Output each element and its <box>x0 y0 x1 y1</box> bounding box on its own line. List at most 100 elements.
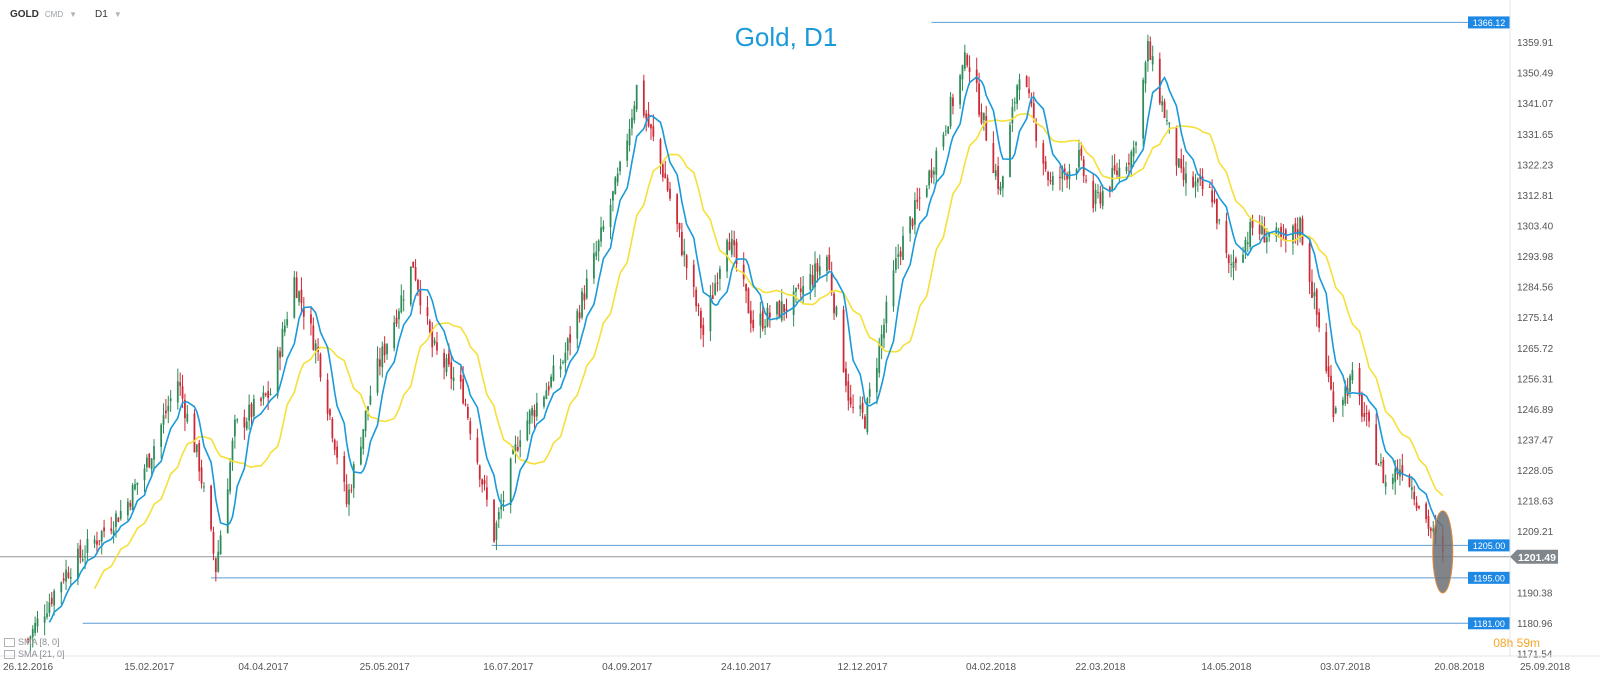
candle-body <box>1211 190 1214 203</box>
candle-body <box>1135 142 1137 146</box>
time-tick-label: 04.04.2017 <box>238 662 288 673</box>
candle <box>545 382 548 400</box>
candle-body <box>1261 223 1263 235</box>
candle <box>616 167 619 186</box>
candle-body <box>1108 187 1111 190</box>
price-axis: 1359.91 1350.49 1341.07 1331.65 1322.23 1312.… <box>1509 0 1558 661</box>
candle-body <box>564 352 567 363</box>
candle-body <box>645 113 648 119</box>
candle <box>631 108 633 136</box>
candle-body <box>1118 167 1121 179</box>
candle <box>126 498 129 522</box>
candle-body <box>69 577 72 579</box>
candle <box>830 261 833 296</box>
candle-body <box>747 288 750 314</box>
candle <box>119 499 122 521</box>
candle <box>716 272 719 292</box>
candle-body <box>67 572 70 578</box>
candle-body <box>310 314 312 324</box>
candle <box>1132 140 1135 167</box>
candle-body <box>961 65 964 80</box>
sma-21-legend[interactable]: SMA [21, 0] <box>4 649 65 659</box>
candle <box>1342 396 1344 417</box>
candle-body <box>1213 199 1216 202</box>
candle-body <box>27 638 29 640</box>
chevron-down-icon[interactable]: ▼ <box>69 10 78 19</box>
candle-body <box>911 219 914 227</box>
level-lines: 1366.12 1205.00 1195.00 1181.00 <box>0 16 1510 630</box>
visibility-icon[interactable] <box>4 637 15 647</box>
candle <box>466 403 469 421</box>
candle <box>414 259 417 282</box>
candle-body <box>333 439 336 450</box>
sma-21-label: SMA [21, 0] <box>18 649 65 659</box>
candle <box>493 498 495 544</box>
candle-body <box>1425 503 1428 520</box>
candle <box>483 474 486 491</box>
candle-body <box>628 128 631 146</box>
candle <box>243 409 246 440</box>
sma-8-legend[interactable]: SMA [8, 0] <box>4 637 60 647</box>
candle <box>286 311 289 329</box>
candle <box>27 637 29 643</box>
candle-body <box>562 361 564 363</box>
candle <box>1147 34 1149 72</box>
candle <box>864 414 866 430</box>
candle-body <box>1318 312 1321 328</box>
candle <box>500 493 503 519</box>
level-tag-label: 1181.00 <box>1473 619 1505 629</box>
candle-body <box>53 590 56 606</box>
candle <box>67 566 70 579</box>
candle <box>914 192 916 235</box>
candle <box>348 483 350 516</box>
candle-body <box>1011 106 1014 124</box>
candle <box>469 417 472 441</box>
candle-body <box>136 482 139 485</box>
candle <box>883 318 885 349</box>
candle <box>1059 166 1061 191</box>
candle-body <box>909 216 912 234</box>
visibility-icon[interactable] <box>4 649 15 659</box>
candle <box>799 277 802 302</box>
candle <box>961 64 964 91</box>
candle-body <box>685 255 688 268</box>
candle <box>69 568 72 587</box>
candle <box>302 297 305 330</box>
candle-body <box>1047 172 1049 180</box>
candle <box>79 539 82 564</box>
candle-body <box>593 253 595 279</box>
candle <box>918 188 921 211</box>
candle-body <box>502 500 505 502</box>
candle-body <box>336 446 338 458</box>
candle-body <box>576 310 579 339</box>
level-tag-label: 1205.00 <box>1473 541 1506 551</box>
candle <box>310 306 312 336</box>
time-tick-label: 24.10.2017 <box>721 662 771 673</box>
candle-body <box>514 444 517 452</box>
candle <box>1218 218 1221 225</box>
candle <box>1308 238 1311 295</box>
candle <box>1318 308 1321 333</box>
candle <box>65 559 67 590</box>
candle-body <box>345 484 348 504</box>
candle-body <box>569 334 572 343</box>
candle <box>281 321 284 358</box>
candle <box>692 259 695 298</box>
chevron-down-icon[interactable]: ▼ <box>113 10 122 19</box>
candle <box>1384 474 1387 495</box>
candle <box>1192 171 1194 189</box>
candle <box>826 254 828 282</box>
candle-body <box>466 406 469 418</box>
candle <box>486 475 488 507</box>
candle <box>1301 215 1304 246</box>
candle-body <box>129 503 132 507</box>
candle-body <box>364 410 367 431</box>
symbol-label[interactable]: GOLD <box>10 9 39 20</box>
timeframe-label[interactable]: D1 <box>95 9 108 20</box>
candle-body <box>248 404 251 421</box>
candle <box>661 161 664 182</box>
candle-body <box>1375 424 1378 465</box>
candle <box>93 535 96 549</box>
candle-body <box>631 117 633 129</box>
